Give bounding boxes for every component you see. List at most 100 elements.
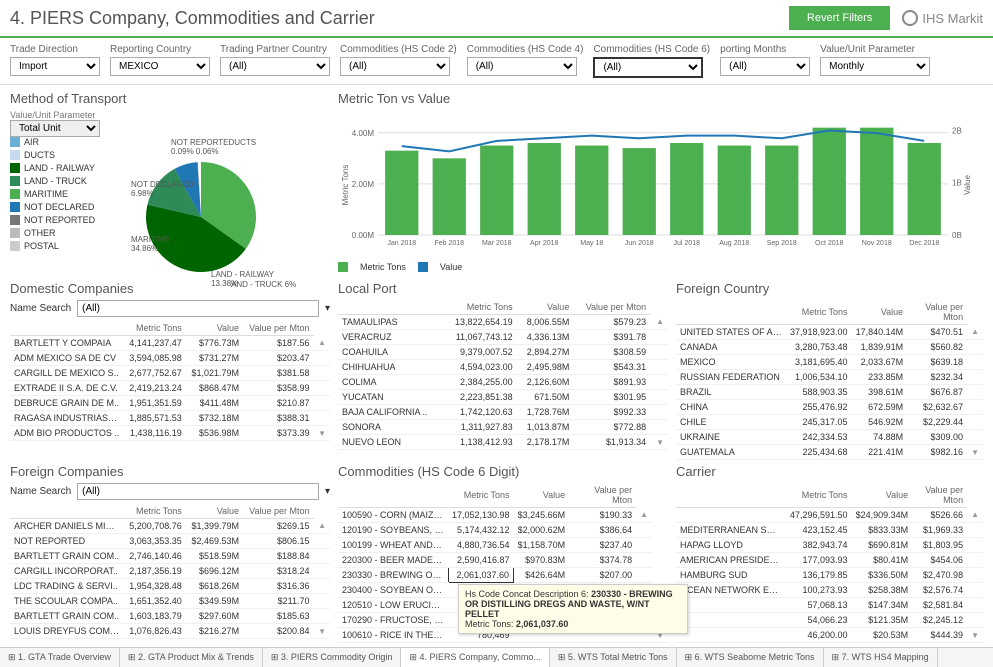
- col-header[interactable]: [10, 321, 123, 336]
- col-header[interactable]: Metric Tons: [786, 483, 852, 508]
- table-row[interactable]: ARCHER DANIELS MIDL..5,200,708.76$1,399.…: [10, 519, 330, 534]
- table-row[interactable]: HAMBURG SUD136,179.85$336.50M$2,470.98: [676, 568, 983, 583]
- bar[interactable]: [433, 158, 466, 235]
- table-row[interactable]: SONORA1,311,927.831,013.87M$772.88: [338, 420, 668, 435]
- filter-select-months[interactable]: (All): [720, 57, 810, 76]
- dropdown-icon[interactable]: ▾: [325, 486, 330, 497]
- col-header[interactable]: Value per Mton: [907, 300, 967, 325]
- col-header[interactable]: Value: [514, 483, 570, 508]
- col-header[interactable]: Value per Mton: [243, 504, 313, 519]
- bar[interactable]: [908, 143, 941, 235]
- scroll-up[interactable]: ▲: [314, 519, 330, 534]
- filter-select-hs6[interactable]: (All): [593, 57, 703, 78]
- legend-item[interactable]: AIR: [10, 137, 95, 147]
- table-row[interactable]: RAGASA INDUSTRIAS S..1,885,571.53$732.18…: [10, 411, 330, 426]
- col-header[interactable]: Value: [852, 300, 908, 325]
- filter-select-reporting_country[interactable]: MEXICO: [110, 57, 210, 76]
- filter-select-hs2[interactable]: (All): [340, 57, 450, 76]
- footer-tab[interactable]: ⊞ 2. GTA Product Mix & Trends: [120, 648, 263, 667]
- table-row[interactable]: THE SCOULAR COMPA..1,651,352.40$349.59M$…: [10, 594, 330, 609]
- table-row[interactable]: 100590 - CORN (MAIZE), OT..17,052,130.98…: [338, 508, 668, 523]
- col-header[interactable]: Metric Tons: [123, 504, 185, 519]
- table-row[interactable]: CHILE245,317.05546.92M$2,229.44: [676, 415, 983, 430]
- scroll-down[interactable]: ▼: [967, 628, 983, 643]
- domestic-search-input[interactable]: [77, 300, 319, 317]
- table-row[interactable]: BARTLETT GRAIN COM..1,603,183.79$297.60M…: [10, 609, 330, 624]
- col-header[interactable]: Value per Mton: [573, 300, 650, 315]
- table-row[interactable]: CARGILL INCORPORAT..2,187,356.19$696.12M…: [10, 564, 330, 579]
- legend-item[interactable]: NOT REPORTED: [10, 215, 95, 225]
- table-row[interactable]: LDC TRADING & SERVI..1,954,328.48$618.26…: [10, 579, 330, 594]
- table-row[interactable]: 100199 - WHEAT AND MESLI..4,880,736.54$1…: [338, 538, 668, 553]
- table-row[interactable]: CHINA255,476.92672.59M$2,632.67: [676, 400, 983, 415]
- table-row[interactable]: COAHUILA9,379,007.522,894.27M$308.59: [338, 345, 668, 360]
- table-row[interactable]: 230330 - BREWING OR DIST..2,061,037.60$4…: [338, 568, 668, 583]
- legend-item[interactable]: DUCTS: [10, 150, 95, 160]
- table-row[interactable]: NOT REPORTED3,063,353.35$2,469.53M$806.1…: [10, 534, 330, 549]
- scroll-up[interactable]: ▲: [650, 315, 668, 330]
- table-row[interactable]: ADM BIO PRODUCTOS ..1,438,116.19$536.98M…: [10, 426, 330, 441]
- bar[interactable]: [575, 146, 608, 235]
- table-row[interactable]: RUSSIAN FEDERATION1,006,534.10233.85M$23…: [676, 370, 983, 385]
- scroll-up[interactable]: ▲: [967, 508, 983, 523]
- transport-unit-select[interactable]: Total Unit: [10, 120, 100, 137]
- table-row[interactable]: BARTLETT GRAIN COM..2,746,140.46$518.59M…: [10, 549, 330, 564]
- scroll-up[interactable]: ▲: [314, 336, 330, 351]
- legend-item[interactable]: LAND - TRUCK: [10, 176, 95, 186]
- col-header[interactable]: [676, 300, 786, 325]
- table-row[interactable]: EXTRADE II S.A. DE C.V.2,419,213.24$868.…: [10, 381, 330, 396]
- legend-item[interactable]: NOT DECLARED: [10, 202, 95, 212]
- legend-item[interactable]: LAND - RAILWAY: [10, 163, 95, 173]
- table-row[interactable]: UKRAINE242,334.5374.88M$309.00: [676, 430, 983, 445]
- legend-item[interactable]: POSTAL: [10, 241, 95, 251]
- col-header[interactable]: Value per Mton: [569, 483, 636, 508]
- table-row[interactable]: 46,200.00$20.53M$444.39▼: [676, 628, 983, 643]
- filter-select-trade_direction[interactable]: Import: [10, 57, 100, 76]
- table-row[interactable]: 120190 - SOYBEANS, WHET..5,174,432.12$2,…: [338, 523, 668, 538]
- table-row[interactable]: 57,068.13$147.34M$2,581.84: [676, 598, 983, 613]
- col-header[interactable]: Metric Tons: [786, 300, 852, 325]
- col-header[interactable]: [338, 300, 443, 315]
- table-row[interactable]: 54,066.23$121.35M$2,245.12: [676, 613, 983, 628]
- bar[interactable]: [528, 143, 561, 235]
- bar[interactable]: [765, 146, 798, 235]
- col-header[interactable]: Value per Mton: [243, 321, 313, 336]
- table-row[interactable]: COLIMA2,384,255.002,126.60M$891.93: [338, 375, 668, 390]
- col-header[interactable]: [10, 504, 123, 519]
- table-row[interactable]: HAPAG LLOYD382,943.74$690.81M$1,803.95: [676, 538, 983, 553]
- col-header[interactable]: [338, 483, 448, 508]
- legend-item[interactable]: MARITIME: [10, 189, 95, 199]
- bar[interactable]: [860, 128, 893, 235]
- table-row[interactable]: YUCATAN2,223,851.38671.50M$301.95: [338, 390, 668, 405]
- bar[interactable]: [670, 143, 703, 235]
- bar[interactable]: [813, 128, 846, 235]
- footer-tab[interactable]: ⊞ 7. WTS HS4 Mapping: [824, 648, 938, 667]
- scroll-down[interactable]: ▼: [650, 435, 668, 450]
- table-row[interactable]: CHIHUAHUA4,594,023.002,495.98M$543.31: [338, 360, 668, 375]
- bar[interactable]: [623, 148, 656, 235]
- table-row[interactable]: DEBRUCE GRAIN DE M..1,951,351.59$411.48M…: [10, 396, 330, 411]
- scroll-down[interactable]: ▼: [314, 426, 330, 441]
- table-row[interactable]: LOUIS DREYFUS COMP..1,076,826.43$216.27M…: [10, 624, 330, 639]
- col-header[interactable]: Metric Tons: [123, 321, 185, 336]
- table-row[interactable]: BAJA CALIFORNIA ..1,742,120.631,728.76M$…: [338, 405, 668, 420]
- bar[interactable]: [385, 151, 418, 235]
- table-row[interactable]: NUEVO LEON1,138,412.932,178.17M$1,913.34…: [338, 435, 668, 450]
- table-row[interactable]: CARGILL DE MEXICO S..2,677,752.67$1,021.…: [10, 366, 330, 381]
- scroll-down[interactable]: ▼: [314, 624, 330, 639]
- footer-tab[interactable]: ⊞ 6. WTS Seaborne Metric Tons: [677, 648, 824, 667]
- dropdown-icon[interactable]: ▾: [325, 303, 330, 314]
- table-row[interactable]: BARTLETT Y COMPAIA4,141,237.47$776.73M$1…: [10, 336, 330, 351]
- col-header[interactable]: Metric Tons: [448, 483, 514, 508]
- scroll-up[interactable]: ▲: [967, 325, 983, 340]
- table-row[interactable]: GUATEMALA225,434.68221.41M$982.16▼: [676, 445, 983, 460]
- table-row[interactable]: VERACRUZ11,067,743.124,336.13M$391.78: [338, 330, 668, 345]
- table-row[interactable]: AMERICAN PRESIDENT SHI..177,093.93$80.41…: [676, 553, 983, 568]
- scroll-down[interactable]: ▼: [967, 445, 983, 460]
- col-header[interactable]: [676, 483, 786, 508]
- revert-filters-button[interactable]: Revert Filters: [789, 6, 890, 30]
- table-row[interactable]: ADM MEXICO SA DE CV3,594,085.98$731.27M$…: [10, 351, 330, 366]
- table-row[interactable]: CANADA3,280,753.481,839.91M$560.82: [676, 340, 983, 355]
- footer-tab[interactable]: ⊞ 4. PIERS Company, Commo...: [401, 648, 549, 667]
- filter-select-vu_param[interactable]: Monthly: [820, 57, 930, 76]
